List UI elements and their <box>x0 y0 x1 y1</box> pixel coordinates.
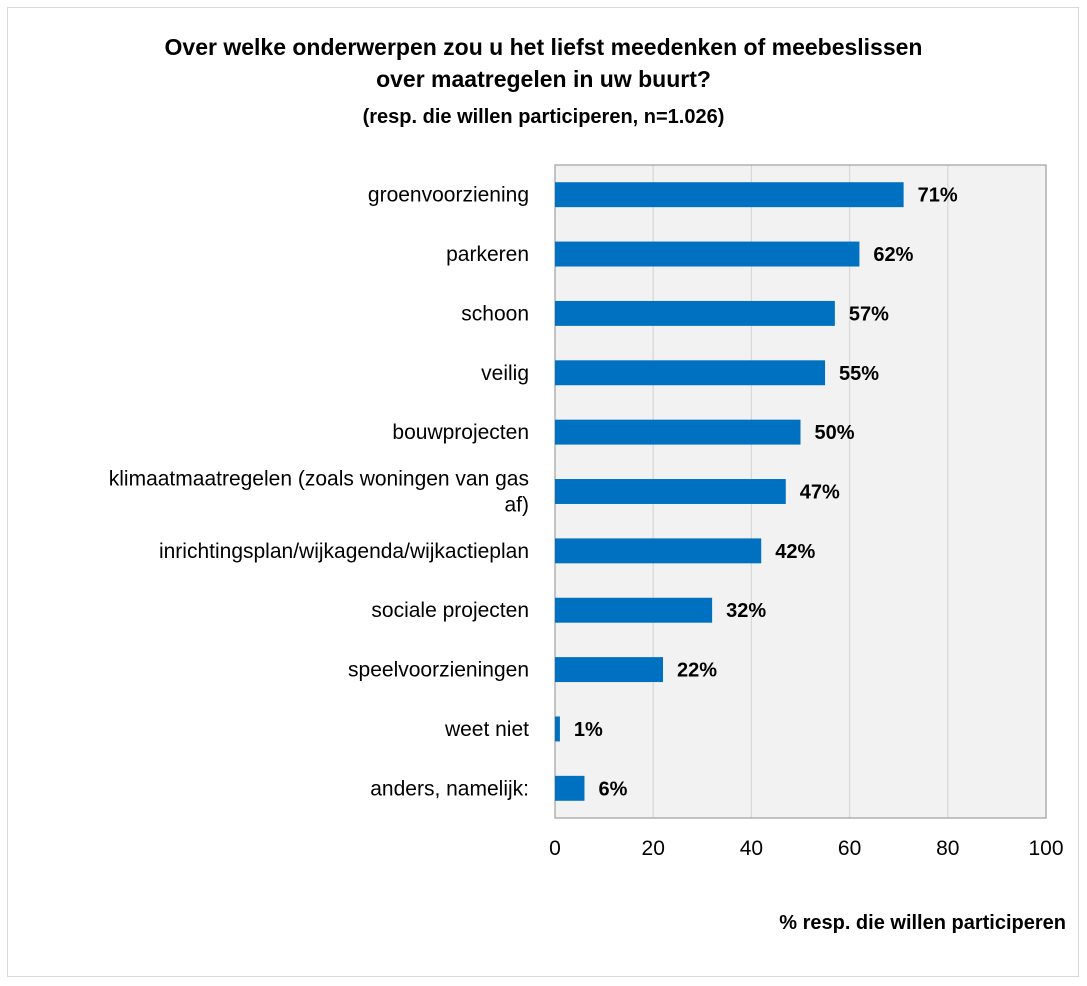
category-label: sociale projecten <box>371 599 529 622</box>
x-tick-label: 40 <box>740 837 763 860</box>
x-tick-label: 60 <box>838 837 861 860</box>
data-label: 42% <box>775 541 815 563</box>
data-label: 50% <box>815 422 855 444</box>
x-tick-label: 100 <box>1028 837 1063 860</box>
x-axis-title: % resp. die willen participeren <box>779 912 1066 934</box>
category-label: inrichtingsplan/wijkagenda/wijkactieplan <box>159 540 529 563</box>
category-label: parkeren <box>446 243 529 266</box>
bar <box>555 479 786 504</box>
chart-frame <box>7 7 1079 977</box>
data-label: 1% <box>574 719 603 741</box>
category-label: klimaatmaatregelen (zoals woningen van g… <box>109 468 529 517</box>
bar <box>555 241 860 267</box>
bar <box>555 538 762 564</box>
x-tick-label: 20 <box>642 837 665 860</box>
category-label: groenvoorziening <box>368 184 529 207</box>
data-label: 71% <box>918 185 958 207</box>
bar <box>555 419 801 445</box>
bar <box>555 775 585 801</box>
bar <box>555 182 904 208</box>
category-label: schoon <box>461 302 529 325</box>
data-label: 57% <box>849 303 889 325</box>
data-label: 22% <box>677 660 717 682</box>
bar <box>555 657 664 683</box>
chart-title-line-1: Over welke onderwerpen zou u het liefst … <box>164 34 923 60</box>
data-label: 47% <box>800 482 840 504</box>
x-tick-label: 80 <box>936 837 959 860</box>
category-label: bouwprojecten <box>392 421 529 444</box>
chart-subtitle: (resp. die willen participeren, n=1.026) <box>362 106 725 128</box>
category-label: speelvoorzieningen <box>348 659 529 682</box>
bar <box>555 597 713 623</box>
data-label: 32% <box>726 600 766 622</box>
bar <box>555 300 835 326</box>
data-label: 6% <box>598 778 627 800</box>
category-label: anders, namelijk: <box>370 777 529 800</box>
chart-title-line-2: over maatregelen in uw buurt? <box>376 66 711 92</box>
bar <box>555 360 826 386</box>
category-label: weet niet <box>444 718 529 741</box>
data-label: 62% <box>873 244 913 266</box>
bar <box>555 716 560 742</box>
data-label: 55% <box>839 363 879 385</box>
x-tick-label: 0 <box>549 837 561 860</box>
category-label: veilig <box>481 362 529 385</box>
